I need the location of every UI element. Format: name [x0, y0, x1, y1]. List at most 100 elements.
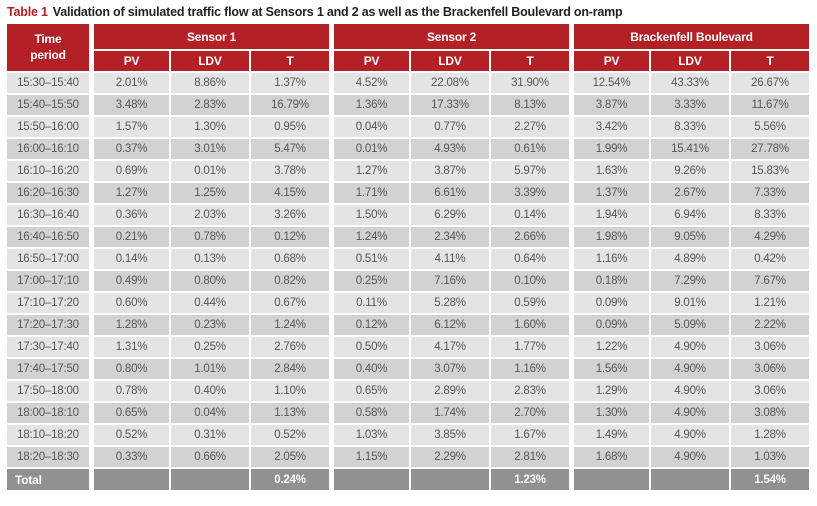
value-cell: 2.66% [491, 227, 569, 247]
value-cell: 1.03% [731, 447, 809, 467]
value-cell: 0.09% [571, 293, 649, 313]
value-cell: 1.49% [571, 425, 649, 445]
value-cell: 2.03% [171, 205, 249, 225]
value-cell: 4.90% [651, 403, 729, 423]
time-period-cell: 17:40–17:50 [7, 359, 89, 379]
value-cell: 0.25% [331, 271, 409, 291]
value-cell: 0.01% [171, 161, 249, 181]
value-cell: 2.05% [251, 447, 329, 467]
value-cell: 5.56% [731, 117, 809, 137]
value-cell: 0.18% [571, 271, 649, 291]
value-cell: 0.50% [331, 337, 409, 357]
table-row: 17:40–17:50 0.80% 1.01% 2.84% 0.40% 3.07% 1.16… [7, 359, 809, 379]
value-cell: 8.33% [731, 205, 809, 225]
header-bb-pv: PV [571, 51, 649, 71]
value-cell: 2.27% [491, 117, 569, 137]
value-cell: 1.22% [571, 337, 649, 357]
value-cell: 7.16% [411, 271, 489, 291]
value-cell: 9.01% [651, 293, 729, 313]
value-cell: 16.79% [251, 95, 329, 115]
total-sensor1-ldv [171, 469, 249, 490]
table-row: 18:10–18:20 0.52% 0.31% 0.52% 1.03% 3.85% 1.67… [7, 425, 809, 445]
value-cell: 1.13% [251, 403, 329, 423]
value-cell: 2.70% [491, 403, 569, 423]
header-time-period-label: Time period [30, 31, 66, 62]
value-cell: 2.83% [171, 95, 249, 115]
value-cell: 0.64% [491, 249, 569, 269]
value-cell: 1.74% [411, 403, 489, 423]
value-cell: 4.90% [651, 447, 729, 467]
value-cell: 27.78% [731, 139, 809, 159]
value-cell: 0.68% [251, 249, 329, 269]
value-cell: 8.86% [171, 73, 249, 93]
value-cell: 0.61% [491, 139, 569, 159]
value-cell: 2.34% [411, 227, 489, 247]
value-cell: 1.10% [251, 381, 329, 401]
header-bb-t: T [731, 51, 809, 71]
value-cell: 5.09% [651, 315, 729, 335]
value-cell: 1.29% [571, 381, 649, 401]
value-cell: 1.77% [491, 337, 569, 357]
value-cell: 2.67% [651, 183, 729, 203]
value-cell: 0.65% [91, 403, 169, 423]
time-period-cell: 15:50–16:00 [7, 117, 89, 137]
value-cell: 4.89% [651, 249, 729, 269]
value-cell: 1.71% [331, 183, 409, 203]
value-cell: 15.41% [651, 139, 729, 159]
value-cell: 0.04% [171, 403, 249, 423]
value-cell: 0.04% [331, 117, 409, 137]
table-row: 16:30–16:40 0.36% 2.03% 3.26% 1.50% 6.29% 0.14… [7, 205, 809, 225]
value-cell: 0.40% [171, 381, 249, 401]
value-cell: 1.24% [251, 315, 329, 335]
header-sensor1-t: T [251, 51, 329, 71]
time-period-cell: 16:30–16:40 [7, 205, 89, 225]
time-period-cell: 16:10–16:20 [7, 161, 89, 181]
time-period-cell: 17:10–17:20 [7, 293, 89, 313]
value-cell: 7.29% [651, 271, 729, 291]
header-sensor1-ldv: LDV [171, 51, 249, 71]
value-cell: 0.14% [491, 205, 569, 225]
total-bb-pv [571, 469, 649, 490]
value-cell: 6.94% [651, 205, 729, 225]
value-cell: 0.80% [171, 271, 249, 291]
group-header-row: Time period Sensor 1 Sensor 2 Brackenfel… [7, 24, 809, 71]
value-cell: 1.28% [91, 315, 169, 335]
value-cell: 1.28% [731, 425, 809, 445]
time-period-cell: 15:40–15:50 [7, 95, 89, 115]
value-cell: 0.78% [91, 381, 169, 401]
value-cell: 8.33% [651, 117, 729, 137]
value-cell: 0.36% [91, 205, 169, 225]
table-row: 17:00–17:10 0.49% 0.80% 0.82% 0.25% 7.16% 0.10… [7, 271, 809, 291]
table-footer: Total 0.24% 1.23% 1.54% [7, 469, 809, 490]
value-cell: 1.27% [331, 161, 409, 181]
value-cell: 4.90% [651, 359, 729, 379]
value-cell: 3.48% [91, 95, 169, 115]
value-cell: 4.90% [651, 337, 729, 357]
value-cell: 0.52% [91, 425, 169, 445]
value-cell: 7.33% [731, 183, 809, 203]
total-sensor1-pv [91, 469, 169, 490]
table-row: 18:00–18:10 0.65% 0.04% 1.13% 0.58% 1.74% 2.70… [7, 403, 809, 423]
value-cell: 31.90% [491, 73, 569, 93]
table-row: 16:40–16:50 0.21% 0.78% 0.12% 1.24% 2.34% 2.66… [7, 227, 809, 247]
value-cell: 1.37% [251, 73, 329, 93]
value-cell: 0.12% [251, 227, 329, 247]
value-cell: 3.87% [571, 95, 649, 115]
value-cell: 5.47% [251, 139, 329, 159]
value-cell: 3.06% [731, 381, 809, 401]
value-cell: 4.11% [411, 249, 489, 269]
value-cell: 0.42% [731, 249, 809, 269]
value-cell: 0.59% [491, 293, 569, 313]
value-cell: 0.40% [331, 359, 409, 379]
table-body: 15:30–15:40 2.01% 8.86% 1.37% 4.52% 22.08% 31.… [7, 73, 809, 467]
time-period-cell: 16:50–17:00 [7, 249, 89, 269]
value-cell: 43.33% [651, 73, 729, 93]
table-caption-text: Validation of simulated traffic flow at … [52, 5, 623, 19]
value-cell: 0.09% [571, 315, 649, 335]
value-cell: 3.26% [251, 205, 329, 225]
time-period-cell: 17:30–17:40 [7, 337, 89, 357]
value-cell: 1.21% [731, 293, 809, 313]
value-cell: 2.76% [251, 337, 329, 357]
value-cell: 0.14% [91, 249, 169, 269]
